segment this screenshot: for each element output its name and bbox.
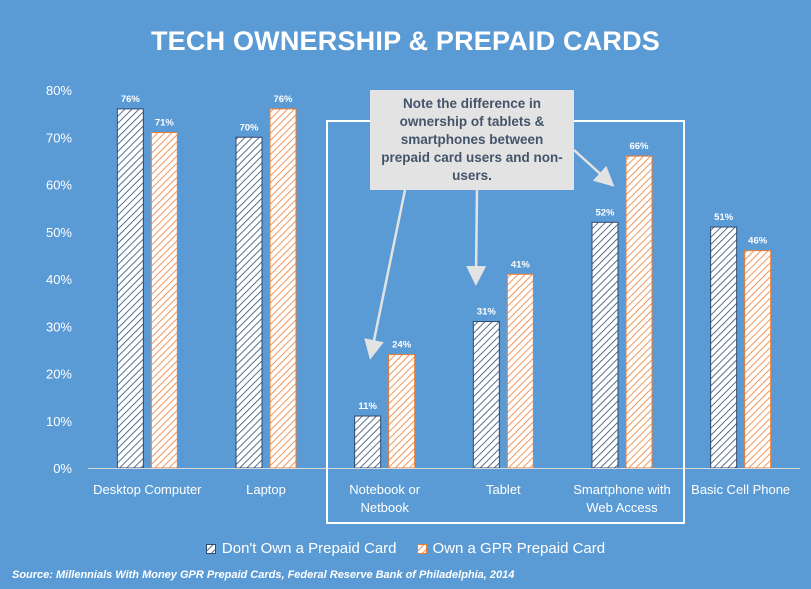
y-tick-label: 30% (46, 319, 72, 334)
bar-dont-own (116, 108, 144, 469)
annotation-line: Note the difference in (402, 96, 542, 111)
annotation-line: users. (452, 168, 492, 183)
x-tick-label: Tablet (486, 482, 521, 497)
legend-item-own-gpr: Own a GPR Prepaid Card (416, 540, 606, 557)
annotation-line: ownership of tablets & (399, 114, 545, 129)
y-tick-label: 10% (46, 414, 72, 429)
callout-arrow-smartphone (573, 149, 615, 187)
bar-value-label: 46% (748, 236, 768, 247)
bar-value-label: 31% (477, 307, 497, 318)
chart-title: TECH OWNERSHIP & PREPAID CARDS (150, 26, 661, 56)
bar-value-label: 52% (595, 207, 615, 218)
bar-own-gpr (625, 155, 653, 469)
annotation-line: smartphones between (400, 132, 544, 147)
bar-dont-own (710, 226, 738, 469)
bar-value-label: 76% (273, 94, 293, 105)
x-tick-label: Notebook or Netbook (349, 482, 420, 515)
bar-value-label: 24% (392, 340, 412, 351)
bar-value-label: 66% (629, 141, 649, 152)
legend: Don't Own a Prepaid Card Own a GPR Prepa… (0, 540, 811, 557)
bar-value-label: 11% (358, 401, 377, 412)
y-tick-label: 80% (46, 83, 72, 98)
bar-value-label: 70% (239, 122, 259, 133)
x-tick-label: Smartphone with Web Access (573, 482, 671, 515)
y-tick-label: 70% (46, 130, 72, 145)
bar-value-label: 41% (511, 259, 531, 270)
bar-value-label: 76% (121, 94, 141, 105)
legend-swatch-dont-own (205, 543, 216, 554)
bar-value-label: 51% (714, 212, 734, 223)
bar-own-gpr (150, 132, 178, 469)
bar-dont-own (354, 415, 382, 469)
bar-own-gpr (269, 108, 297, 469)
bar-own-gpr (506, 273, 534, 469)
x-axis: Desktop Computer Laptop Notebook or Netbook… (88, 468, 800, 515)
y-tick-label: 0% (53, 461, 72, 476)
legend-label-own-gpr: Own a GPR Prepaid Card (432, 540, 606, 557)
x-tick-label: Laptop (246, 482, 286, 497)
bar-dont-own (235, 136, 263, 469)
legend-label-dont-own: Don't Own a Prepaid Card (221, 540, 397, 557)
legend-item-dont-own: Don't Own a Prepaid Card (205, 540, 397, 557)
bars: 76% 71% 70% 76% 11% 24% 31% 41% 52% 66% 51% 46% (116, 94, 772, 469)
bar-own-gpr (744, 250, 772, 469)
bar-dont-own (591, 221, 619, 469)
y-tick-label: 40% (46, 272, 72, 287)
annotation-callout: Note the difference in ownership of tabl… (370, 90, 574, 190)
bar-value-label: 71% (155, 118, 175, 129)
bar-own-gpr (388, 354, 416, 469)
bar-dont-own (472, 321, 500, 469)
x-tick-label: Desktop Computer (93, 482, 202, 497)
y-axis: 0% 10% 20% 30% 40% 50% 60% 70% 80% (46, 83, 72, 476)
legend-swatch-own-gpr (416, 543, 427, 554)
annotation-line: prepaid card users and non- (381, 150, 563, 165)
y-tick-label: 20% (46, 367, 72, 382)
callout-arrow-tablet (466, 189, 487, 286)
callout-arrow-notebook (364, 189, 407, 360)
y-tick-label: 60% (46, 178, 72, 193)
x-tick-label: Basic Cell Phone (691, 482, 790, 497)
y-tick-label: 50% (46, 225, 72, 240)
source-note: Source: Millennials With Money GPR Prepa… (12, 569, 515, 581)
